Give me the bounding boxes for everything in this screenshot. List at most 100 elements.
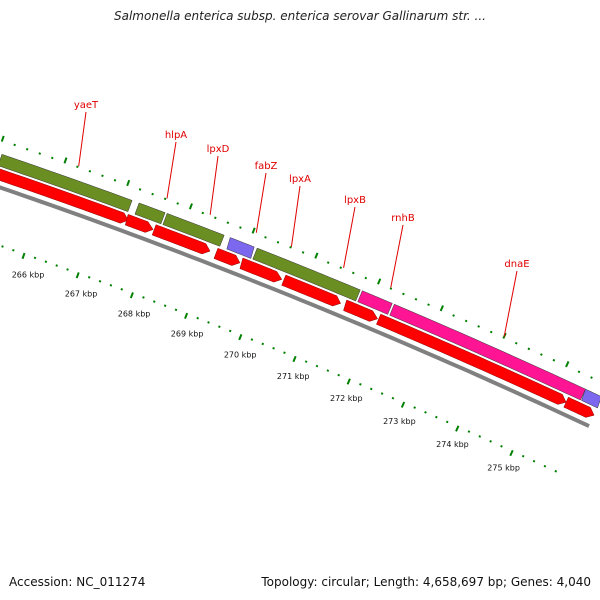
gene-label-lpxD[interactable]: lpxD [207,144,230,155]
gene-segment[interactable] [0,153,133,212]
kbp-label: 271 kbp [277,372,310,381]
gene-label-lpxB[interactable]: lpxB [344,195,366,206]
outer-tick [577,370,581,374]
inner-tick [435,415,438,419]
inner-tick [163,304,167,307]
inner-tick [359,382,362,386]
inner-tick [380,392,384,395]
inner-tick [455,425,460,432]
cds-arrow[interactable] [563,396,595,418]
cds-arrow[interactable] [125,214,154,233]
outer-tick [464,319,468,323]
inner-tick [12,248,15,252]
inner-tick [500,444,503,448]
inner-tick [315,364,319,368]
outer-tick [276,241,280,244]
gene-label-rnhB[interactable]: rnhB [391,213,415,224]
backbone-line [0,185,590,428]
inner-tick [292,355,297,363]
cds-arrow[interactable] [151,224,211,255]
gene-segment[interactable] [226,237,255,259]
inner-tick [120,288,124,291]
inner-tick [283,351,286,355]
cds-arrow[interactable] [239,257,283,283]
outer-tick [214,216,217,220]
outer-tick [264,236,267,239]
outer-tick [88,169,92,173]
cds-arrow[interactable] [213,247,241,266]
outer-tick [301,251,305,254]
outer-tick [402,292,405,296]
inner-tick [337,373,340,377]
kbp-label: 275 kbp [487,463,520,472]
inner-tick [55,264,58,267]
inner-tick [184,312,189,320]
gene-segment[interactable] [252,247,361,302]
outer-tick [0,135,5,142]
map-title: Salmonella enterica subsp. enterica sero… [114,9,486,23]
gene-segment[interactable] [134,202,166,225]
inner-tick [238,333,243,341]
outer-tick [251,227,256,234]
outer-tick [439,305,444,312]
cds-arrow[interactable] [343,299,378,322]
gene-label-leader [209,155,219,215]
outer-tick [427,303,430,306]
gene-label-leader [290,185,301,247]
kbp-label: 270 kbp [224,351,257,360]
inner-tick [98,280,102,283]
outer-tick [527,347,531,351]
outer-tick [126,179,131,187]
kbp-label: 273 kbp [383,417,416,426]
inner-tick [207,321,210,324]
outer-tick [239,226,242,229]
inner-tick [543,464,547,468]
outer-tick [351,271,355,275]
outer-tick [113,179,117,182]
gene-segment[interactable] [357,290,393,315]
outer-tick [565,361,570,368]
accession-text: Accession: NC_011274 [9,575,146,589]
gene-segment[interactable] [581,388,600,409]
outer-tick [13,143,16,147]
cds-arrow[interactable] [0,168,129,224]
gene-label-hlpA[interactable]: hlpA [165,130,187,141]
outer-tick [552,358,556,362]
outer-tick [163,197,167,201]
cds-arrow[interactable] [376,313,567,405]
kbp-label: 269 kbp [171,330,204,339]
inner-tick [400,401,406,408]
outer-tick [176,202,179,205]
outer-tick [514,341,518,345]
kbp-label: 267 kbp [65,290,98,299]
outer-tick [63,157,68,164]
gene-label-leader [255,172,267,233]
outer-tick [188,203,193,210]
gene-label-yaeT[interactable]: yaeT [74,100,99,111]
outer-tick [289,246,292,249]
outer-tick [76,165,79,169]
gene-label-dnaE[interactable]: dnaE [504,259,529,270]
gene-label-leader [78,111,87,167]
inner-tick [304,360,308,363]
cds-arrow[interactable] [281,274,341,307]
inner-tick [174,308,178,312]
outer-tick [452,314,455,317]
inner-tick [196,316,199,320]
kbp-label: 274 kbp [436,440,469,449]
outer-tick [38,152,42,155]
gene-segment[interactable] [389,303,586,401]
inner-tick [129,292,134,299]
inner-tick [346,378,351,385]
inner-tick [44,260,48,263]
gene-label-lpxA[interactable]: lpxA [289,174,311,185]
outer-tick [101,174,104,178]
gene-label-leader [166,141,177,199]
inner-tick [66,268,69,271]
gene-label-fabZ[interactable]: fabZ [255,161,278,172]
outer-tick [477,325,480,328]
outer-tick [364,276,368,280]
gene-segment[interactable] [162,213,225,247]
inner-tick [152,300,156,303]
